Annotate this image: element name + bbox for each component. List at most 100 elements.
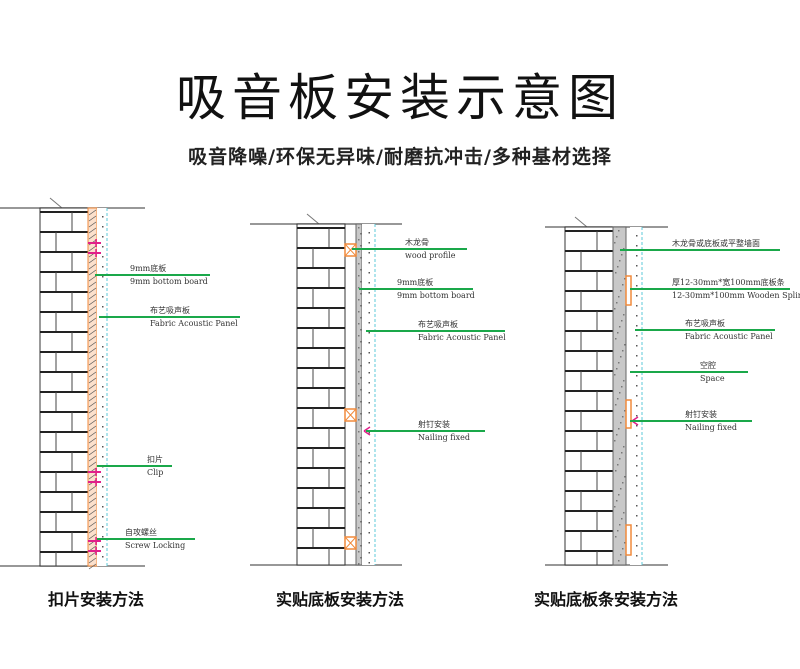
panel-dot xyxy=(102,506,104,508)
hatch-line xyxy=(88,215,97,222)
board-texture xyxy=(358,311,360,313)
panel-dot xyxy=(636,555,638,557)
board-texture xyxy=(360,245,362,247)
hatch-line xyxy=(88,257,97,264)
hatch-line xyxy=(88,221,97,228)
panel-dot xyxy=(102,256,104,258)
panel-dot xyxy=(102,346,104,348)
board-texture xyxy=(360,389,362,391)
board-texture xyxy=(614,506,616,508)
panel-dot xyxy=(368,392,370,394)
panel-dot xyxy=(368,512,370,514)
panel-dot xyxy=(636,405,638,407)
panel-dot xyxy=(636,475,638,477)
p3-nailing-label-en: Nailing fixed xyxy=(685,423,737,432)
panel-dot xyxy=(368,532,370,534)
wooden-splint-icon xyxy=(625,524,632,556)
panel-dot xyxy=(102,446,104,448)
board-texture xyxy=(358,395,360,397)
hatch-line xyxy=(88,365,97,372)
board-texture xyxy=(360,521,362,523)
board-texture xyxy=(620,554,622,556)
board-texture xyxy=(358,443,360,445)
p3-nailing-label-cn: 射钉安装 xyxy=(685,409,717,419)
panel-dot xyxy=(636,545,638,547)
hatch-line xyxy=(88,275,97,282)
panel-dot xyxy=(368,462,370,464)
panel-dot xyxy=(102,296,104,298)
board-texture xyxy=(621,320,623,322)
board-texture xyxy=(619,524,621,526)
wall-outline xyxy=(564,226,614,566)
panel-dot xyxy=(636,395,638,397)
panel-dot xyxy=(368,412,370,414)
panel-dot xyxy=(368,472,370,474)
panel-dot xyxy=(368,502,370,504)
board-texture xyxy=(615,272,617,274)
panel-dot xyxy=(636,355,638,357)
panel-dot xyxy=(368,372,370,374)
board-texture xyxy=(358,539,360,541)
hatch-line xyxy=(88,401,97,408)
board-texture xyxy=(360,557,362,559)
panel-dot xyxy=(368,552,370,554)
board-texture xyxy=(616,236,618,238)
board-texture xyxy=(358,359,360,361)
hatch-line xyxy=(88,347,97,354)
hatch-line xyxy=(88,395,97,402)
panel-dot xyxy=(636,425,638,427)
panel-dot xyxy=(102,326,104,328)
panel-dot xyxy=(368,342,370,344)
panel-dot xyxy=(636,455,638,457)
page-subtitle: 吸音降噪/环保无异味/耐磨抗冲击/多种基材选择 xyxy=(188,146,612,168)
hatch-line xyxy=(88,491,97,498)
board-texture xyxy=(616,434,618,436)
hatch-line xyxy=(88,461,97,468)
panel-dot xyxy=(102,386,104,388)
board-texture xyxy=(621,386,623,388)
board-texture xyxy=(617,464,619,466)
panel-dot xyxy=(368,242,370,244)
board-texture xyxy=(614,374,616,376)
panel-dot xyxy=(368,382,370,384)
hatch-line xyxy=(88,497,97,504)
hatch-line xyxy=(88,551,97,558)
board-texture xyxy=(618,296,620,298)
p2-wood-profile-label-en: wood profile xyxy=(405,251,456,260)
p1-bottom-board-label-cn: 9mm底板 xyxy=(130,263,166,273)
panel-dot xyxy=(102,306,104,308)
board-texture xyxy=(358,335,360,337)
hatch-line xyxy=(88,311,97,318)
panel-dot xyxy=(102,496,104,498)
panel-dot xyxy=(636,315,638,317)
p1-fabric-panel-label-en: Fabric Acoustic Panel xyxy=(150,319,238,328)
panel-dot xyxy=(368,332,370,334)
hatch-line xyxy=(88,413,97,420)
hatch-line xyxy=(88,455,97,462)
hatch-line xyxy=(88,287,97,294)
board-texture xyxy=(620,488,622,490)
board-texture xyxy=(358,407,360,409)
hatch-line xyxy=(88,263,97,270)
panel-dot xyxy=(636,305,638,307)
board-texture xyxy=(360,341,362,343)
break-mark xyxy=(574,216,589,228)
p2-nailing-label-cn: 射钉安装 xyxy=(418,419,450,429)
p2-bottom-board-label-cn: 9mm底板 xyxy=(397,277,433,287)
hatch-line xyxy=(88,233,97,240)
board-texture xyxy=(622,284,624,286)
board-texture xyxy=(618,230,620,232)
p3-splint-label-en: 12-30mm*100mm Wooden Splint xyxy=(672,291,800,300)
acoustic-panel xyxy=(362,224,375,565)
panel-dot xyxy=(636,515,638,517)
panel-dot xyxy=(368,562,370,564)
panel-dot xyxy=(368,492,370,494)
p2-nailing-label-en: Nailing fixed xyxy=(418,433,470,442)
hatch-line xyxy=(88,407,97,414)
p1-screw-label-en: Screw Locking xyxy=(125,541,185,550)
hatch-line xyxy=(88,341,97,348)
hatch-line xyxy=(88,209,97,216)
board-texture xyxy=(360,509,362,511)
board-texture xyxy=(617,530,619,532)
